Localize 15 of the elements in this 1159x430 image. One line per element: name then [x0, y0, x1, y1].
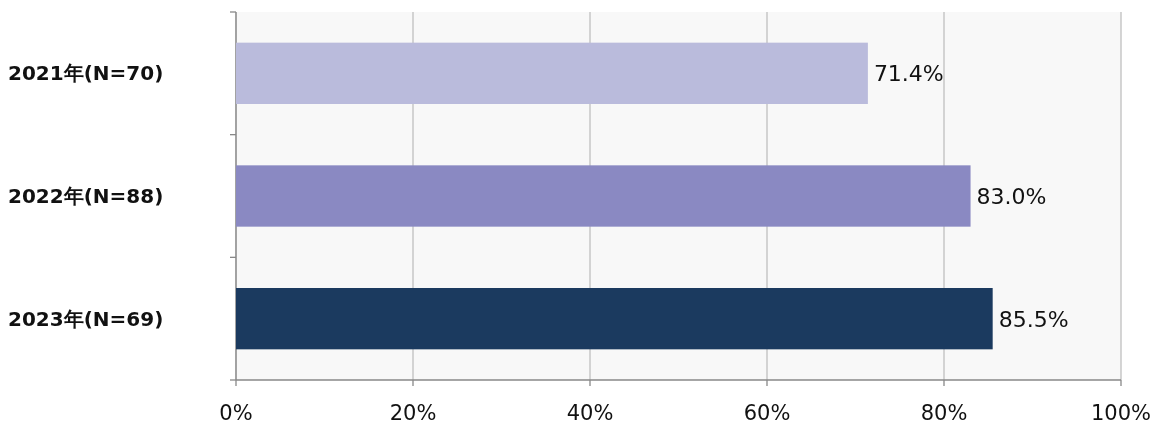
y-tick-label: 2023年(N=69)	[8, 306, 164, 331]
data-label: 85.5%	[998, 306, 1069, 332]
bar	[236, 165, 971, 227]
x-tick-label: 40%	[566, 401, 614, 425]
x-tick-label: 20%	[389, 401, 437, 425]
x-tick-label: 100%	[1090, 401, 1152, 425]
x-tick-label: 0%	[219, 401, 253, 425]
data-label: 71.4%	[873, 61, 944, 87]
bar	[236, 288, 993, 350]
x-tick-label: 60%	[743, 401, 791, 425]
y-tick-label: 2022年(N=88)	[8, 184, 164, 208]
x-tick-label: 80%	[920, 401, 968, 425]
data-label: 83.0%	[976, 184, 1047, 209]
y-tick-label: 2021年(N=70)	[8, 61, 164, 86]
bar	[236, 42, 868, 104]
